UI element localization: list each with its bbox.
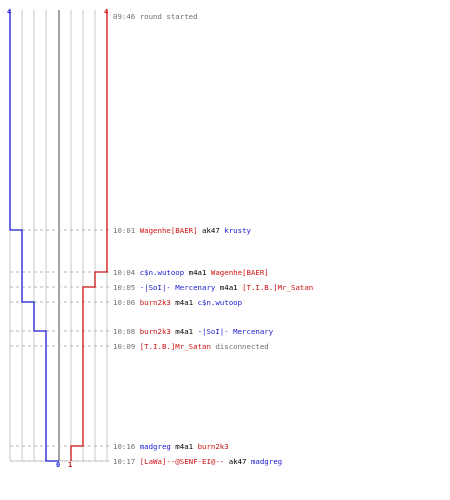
- red-player-name: Wagenhe[BAER]: [211, 268, 269, 277]
- timeline-grid: [9, 10, 108, 462]
- event-time: 10:08: [113, 327, 140, 336]
- event-time: 10:01: [113, 226, 140, 235]
- system-message: disconnected: [211, 342, 269, 351]
- event-time: 09:46: [113, 12, 140, 21]
- event-line: 10:09 [T.I.B.]Mr_Satan disconnected: [113, 342, 269, 351]
- blue-player-name: -|SoI|- Mercenary: [198, 327, 274, 336]
- blue-team-step-line: [9, 10, 59, 462]
- red-team-end-count: 1: [68, 461, 72, 469]
- blue-player-name: madgreg: [140, 442, 171, 451]
- event-line: 10:05 -|SoI|- Mercenary m4a1 [T.I.B.]Mr_…: [113, 283, 313, 292]
- weapon-name: m4a1: [171, 442, 198, 451]
- weapon-name: m4a1: [215, 283, 242, 292]
- event-log: 09:46 round started 10:01 Wagenhe[BAER] a…: [113, 12, 313, 466]
- weapon-name: m4a1: [171, 327, 198, 336]
- event-time: 10:09: [113, 342, 140, 351]
- event-time: 10:05: [113, 283, 140, 292]
- weapon-name: ak47: [198, 226, 225, 235]
- event-line: 10:16 madgreg m4a1 burn2k3: [113, 442, 229, 451]
- event-time: 10:04: [113, 268, 140, 277]
- blue-team-end-count: 0: [56, 461, 60, 469]
- red-player-name: burn2k3: [198, 442, 229, 451]
- red-team-start-count: 4: [104, 8, 108, 16]
- red-player-name: [LaWa]--@SENF-EI@--: [140, 457, 225, 466]
- blue-player-name: madgreg: [251, 457, 282, 466]
- weapon-name: m4a1: [171, 298, 198, 307]
- event-connectors: [10, 229, 110, 462]
- blue-player-name: c$n.wutoop: [198, 298, 243, 307]
- red-player-name: burn2k3: [140, 298, 171, 307]
- event-line: 10:04 c$n.wutoop m4a1 Wagenhe[BAER]: [113, 268, 269, 277]
- event-time: 10:06: [113, 298, 140, 307]
- red-team-step-line: [70, 10, 108, 461]
- red-player-name: [T.I.B.]Mr_Satan: [242, 283, 313, 292]
- blue-player-name: c$n.wutoop: [140, 268, 185, 277]
- blue-player-name: -|SoI|- Mercenary: [140, 283, 216, 292]
- event-time: 10:16: [113, 442, 140, 451]
- blue-player-name: krusty: [224, 226, 251, 235]
- team-count-steps: [9, 10, 108, 462]
- event-line: 10:01 Wagenhe[BAER] ak47 krusty: [113, 226, 252, 235]
- system-message: round started: [140, 12, 198, 21]
- event-line: 10:17 [LaWa]--@SENF-EI@-- ak47 madgreg: [113, 457, 282, 466]
- red-player-name: [T.I.B.]Mr_Satan: [140, 342, 211, 351]
- event-time: 10:17: [113, 457, 140, 466]
- weapon-name: ak47: [224, 457, 251, 466]
- red-player-name: Wagenhe[BAER]: [140, 226, 198, 235]
- event-line: 10:06 burn2k3 m4a1 c$n.wutoop: [113, 298, 242, 307]
- event-line: 10:08 burn2k3 m4a1 -|SoI|- Mercenary: [113, 327, 274, 336]
- event-line: 09:46 round started: [113, 12, 198, 21]
- blue-team-start-count: 4: [7, 8, 11, 16]
- weapon-name: m4a1: [184, 268, 211, 277]
- red-player-name: burn2k3: [140, 327, 171, 336]
